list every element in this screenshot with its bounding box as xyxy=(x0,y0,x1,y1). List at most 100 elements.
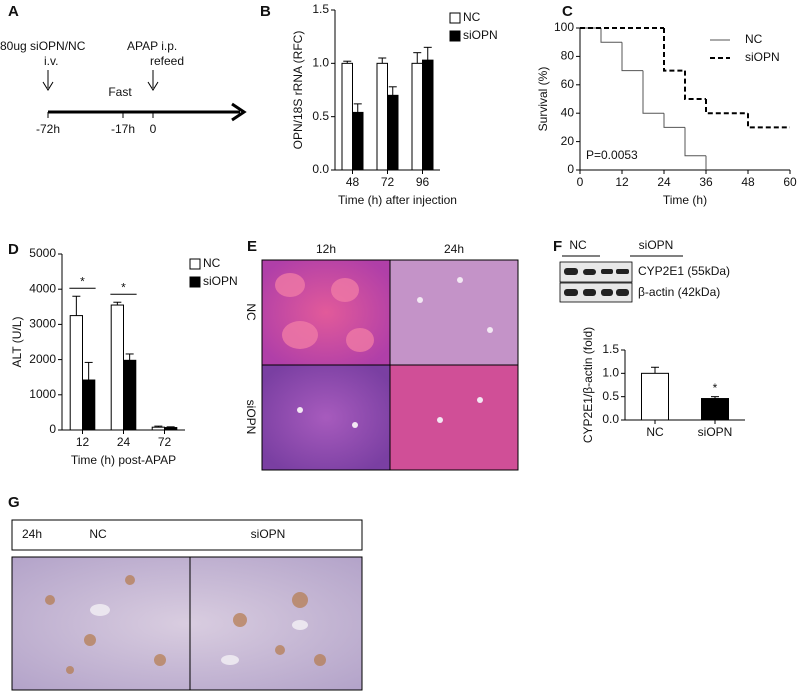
y-tick-label: 1.5 xyxy=(312,2,329,16)
survival-step xyxy=(621,42,643,72)
y-tick-label: 100 xyxy=(554,20,574,34)
bar xyxy=(82,379,96,431)
bar xyxy=(411,62,423,171)
x-tick-label: 72 xyxy=(381,175,395,189)
bar xyxy=(151,426,165,431)
header-label: NC xyxy=(89,527,107,541)
event-label: 80ug siOPN/NC xyxy=(0,39,86,53)
y-tick-label: 80 xyxy=(561,49,575,63)
y-tick-label: 0 xyxy=(567,162,574,176)
column-label: 24h xyxy=(444,242,464,256)
panel-label: C xyxy=(562,3,573,20)
y-axis-label: CYP2E1/β-actin (fold) xyxy=(581,327,595,443)
panel-label: A xyxy=(8,3,19,20)
panel-label: G xyxy=(8,494,20,511)
legend-swatch xyxy=(449,30,461,42)
legend-swatch xyxy=(189,276,201,288)
event-sublabel: i.v. xyxy=(44,54,58,68)
time-tick: 0 xyxy=(150,122,157,136)
survival-step xyxy=(705,99,748,115)
x-tick-label: 24 xyxy=(117,435,131,449)
column-label: 12h xyxy=(316,242,336,256)
x-tick-label: NC xyxy=(646,425,664,439)
legend-label: siOPN xyxy=(745,50,780,64)
legend-label: NC xyxy=(203,256,221,270)
significance-mark: * xyxy=(121,280,126,294)
panel-label: D xyxy=(8,241,19,258)
x-tick-label: 0 xyxy=(577,175,584,189)
y-tick-label: 0.5 xyxy=(602,389,619,403)
survival-step xyxy=(663,113,685,128)
significance-mark: * xyxy=(713,381,718,395)
panel-label: E xyxy=(247,238,257,255)
bar xyxy=(69,315,83,431)
y-tick-label: 0.0 xyxy=(602,412,619,426)
event-label: APAP i.p. xyxy=(127,39,177,53)
x-tick-label: 48 xyxy=(741,175,755,189)
y-tick-label: 2000 xyxy=(29,352,56,366)
bar xyxy=(701,398,729,421)
y-tick-label: 1.0 xyxy=(312,56,329,70)
ihc-images xyxy=(11,556,363,691)
header-box xyxy=(11,519,363,551)
x-tick-label: 60 xyxy=(783,175,797,189)
event-sublabel: refeed xyxy=(150,54,184,68)
bar xyxy=(341,62,353,171)
y-tick-label: 1.0 xyxy=(602,366,619,380)
survival-step xyxy=(747,113,790,129)
y-tick-label: 0.5 xyxy=(312,109,329,123)
panel-label: B xyxy=(260,3,271,20)
legend-label: NC xyxy=(745,32,763,46)
header-label: siOPN xyxy=(251,527,286,541)
band-label: CYP2E1 (55kDa) xyxy=(638,264,730,278)
x-tick-label: siOPN xyxy=(698,425,733,439)
significance-mark: * xyxy=(80,274,85,288)
panel-label: F xyxy=(553,238,562,255)
y-tick-label: 20 xyxy=(561,134,575,148)
time-tick: -17h xyxy=(111,122,135,136)
survival-step xyxy=(642,70,664,114)
annotation: P=0.0053 xyxy=(586,148,638,162)
y-tick-label: 5000 xyxy=(29,246,56,260)
x-tick-label: 12 xyxy=(76,435,90,449)
x-tick-label: 72 xyxy=(158,435,172,449)
timeline xyxy=(42,70,247,122)
histology-grid xyxy=(261,259,519,471)
y-tick-label: 0.0 xyxy=(312,162,329,176)
legend-swatch xyxy=(449,12,461,24)
survival-step xyxy=(663,28,685,72)
legend-swatch xyxy=(189,258,201,270)
bar xyxy=(387,94,399,171)
survival-step xyxy=(684,127,706,157)
y-tick-label: 3000 xyxy=(29,317,56,331)
y-tick-label: 60 xyxy=(561,77,575,91)
header-label: 24h xyxy=(22,527,42,541)
bar xyxy=(164,427,178,431)
x-axis-label: Time (h) post-APAP xyxy=(71,453,176,467)
legend-label: siOPN xyxy=(203,274,238,288)
x-axis-label: Time (h) after injection xyxy=(338,193,457,207)
bar xyxy=(123,359,137,431)
legend-label: siOPN xyxy=(463,28,498,42)
time-tick: -72h xyxy=(36,122,60,136)
x-axis-label: Time (h) xyxy=(663,193,707,207)
y-tick-label: 1000 xyxy=(29,387,56,401)
bar xyxy=(376,62,388,171)
bar xyxy=(641,372,669,421)
y-tick-label: 40 xyxy=(561,105,575,119)
row-label: siOPN xyxy=(244,400,258,435)
bar xyxy=(110,304,124,431)
band-label: β-actin (42kDa) xyxy=(638,285,720,299)
western-blot xyxy=(559,255,683,303)
survival-step xyxy=(600,28,622,43)
row-label: NC xyxy=(244,303,258,321)
x-tick-label: 96 xyxy=(416,175,430,189)
x-tick-label: 12 xyxy=(615,175,629,189)
y-tick-label: 1.5 xyxy=(602,342,619,356)
bar xyxy=(422,59,434,171)
y-axis-label: Survival (%) xyxy=(536,67,550,132)
y-axis-label: ALT (U/L) xyxy=(10,317,24,368)
group-label: siOPN xyxy=(639,238,674,252)
event-label: Fast xyxy=(108,85,132,99)
